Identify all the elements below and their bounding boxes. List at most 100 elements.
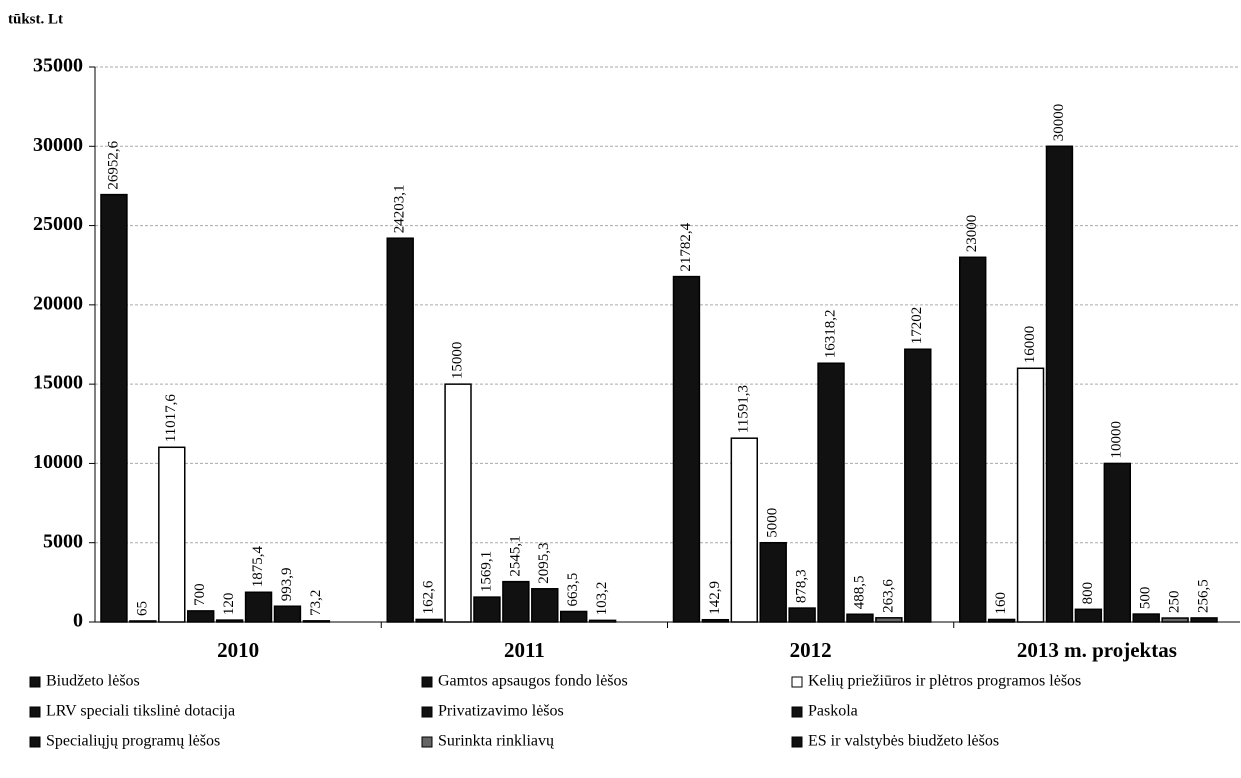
y-unit: tūkst. Lt: [8, 11, 63, 27]
bar: [1074, 608, 1103, 623]
bar: [560, 610, 588, 623]
data-label: 700: [192, 583, 208, 606]
bar: [129, 620, 157, 623]
x-tick-label: 2010: [217, 638, 259, 662]
data-label: 2095,3: [536, 543, 552, 584]
data-label: 120: [221, 593, 237, 616]
data-label: 26952,6: [105, 140, 121, 189]
data-label: 65: [134, 601, 150, 616]
bar: [701, 618, 730, 623]
legend-swatch: [29, 736, 41, 748]
data-label: 263,6: [880, 579, 896, 613]
y-tick-label: 15000: [33, 372, 83, 394]
bar: [215, 619, 244, 623]
data-label: 663,5: [565, 573, 581, 607]
legend-swatch: [29, 676, 41, 688]
x-tick-label: 2011: [504, 638, 545, 662]
bar: [1190, 617, 1218, 623]
bar: [1161, 617, 1189, 623]
legend-swatch: [29, 706, 41, 718]
bar: [502, 580, 530, 623]
legend-swatch: [791, 736, 803, 748]
bar: [244, 591, 273, 623]
x-tick-label: 2012: [790, 638, 832, 662]
y-tick-label: 30000: [33, 134, 83, 156]
legend-label: Paskola: [808, 703, 858, 720]
y-tick-label: 25000: [33, 213, 83, 235]
bar: [987, 618, 1016, 623]
legend-label: LRV speciali tikslinė dotacija: [46, 703, 235, 720]
legend-label: Privatizavimo lėšos: [438, 703, 564, 720]
bar: [1016, 367, 1045, 623]
legend-swatch: [421, 676, 433, 688]
bar: [158, 446, 186, 623]
bar: [187, 610, 215, 623]
bar: [759, 541, 787, 623]
data-label: 500: [1138, 587, 1154, 610]
legend-label: Biudžeto lėšos: [46, 673, 140, 690]
y-tick-label: 10000: [33, 451, 83, 473]
bar: [788, 607, 816, 623]
bar: [588, 619, 617, 623]
data-label: 878,3: [794, 569, 810, 603]
data-label: 488,5: [851, 576, 867, 610]
data-label: 24203,1: [392, 184, 408, 233]
data-label: 23000: [964, 215, 980, 253]
y-tick-label: 5000: [43, 530, 83, 552]
data-label: 162,6: [421, 580, 437, 614]
bar: [904, 348, 932, 623]
data-label: 16000: [1022, 326, 1038, 364]
legend-label: Kelių priežiūros ir plėtros programos lė…: [808, 673, 1081, 690]
bar: [1045, 145, 1074, 623]
data-label: 160: [993, 592, 1009, 615]
bar: [531, 588, 559, 623]
bar: [302, 620, 331, 623]
data-label: 30000: [1051, 104, 1067, 142]
legend-swatch: [421, 736, 433, 748]
data-label: 15000: [449, 342, 465, 380]
data-label: 73,2: [308, 590, 324, 616]
bar: [1103, 462, 1132, 623]
bar: [473, 596, 501, 623]
data-label: 142,9: [707, 581, 723, 615]
bar: [100, 193, 128, 623]
y-tick-label: 20000: [33, 292, 83, 314]
legend-label: Surinkta rinkliavų: [438, 733, 555, 750]
data-label: 10000: [1109, 421, 1125, 459]
data-label: 250: [1167, 591, 1183, 614]
data-label: 256,5: [1195, 579, 1211, 613]
data-label: 993,9: [279, 567, 295, 601]
data-label: 103,2: [594, 582, 610, 616]
data-label: 11591,3: [736, 385, 752, 433]
data-label: 1875,4: [250, 546, 266, 588]
x-tick-label: 2013 m. projektas: [1017, 638, 1177, 662]
data-label: 2545,1: [507, 535, 523, 576]
legend-label: ES ir valstybės biudžeto lėšos: [808, 733, 999, 750]
data-label: 17202: [909, 307, 925, 345]
data-label: 1569,1: [478, 551, 494, 592]
bar: [415, 618, 443, 623]
bar: [672, 275, 701, 623]
legend-label: Gamtos apsaugos fondo lėšos: [438, 673, 628, 690]
bar: [1132, 613, 1160, 623]
bar: [444, 383, 472, 623]
y-tick-label: 35000: [33, 55, 83, 77]
bar: [846, 613, 874, 623]
legend-label: Specialiųjų programų lėšos: [46, 733, 220, 750]
y-tick-label: 0: [73, 610, 83, 632]
data-label: 800: [1080, 582, 1096, 605]
bar: [386, 237, 414, 623]
legend-swatch: [421, 706, 433, 718]
data-label: 16318,2: [822, 309, 838, 358]
legend-swatch: [791, 706, 803, 718]
bar: [730, 437, 758, 623]
bar: [273, 605, 302, 623]
bar: [959, 256, 987, 623]
data-label: 11017,6: [163, 394, 179, 443]
data-label: 5000: [765, 508, 781, 538]
bar: [817, 362, 845, 623]
bar: [875, 617, 903, 623]
data-label: 21782,4: [678, 222, 694, 271]
legend-swatch: [791, 676, 803, 688]
